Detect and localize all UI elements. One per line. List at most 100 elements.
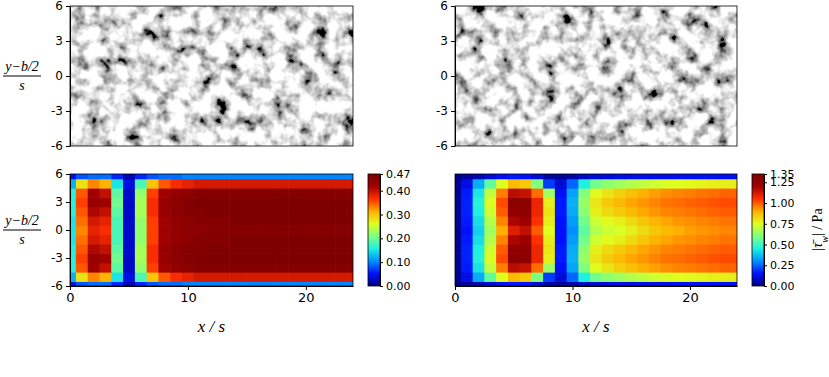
heatmap-cell [708, 197, 720, 207]
heatmap-cell [241, 174, 253, 179]
heatmap-cell [265, 188, 277, 198]
colorbar [368, 174, 380, 286]
heatmap-cell [578, 235, 590, 245]
colorbar-axis: 0.000.250.500.751.001.251.35 [764, 168, 795, 293]
heatmap-cell [555, 179, 567, 189]
heatmap-cell [672, 244, 684, 254]
colorbar-axis-tick-mark [380, 262, 383, 263]
heatmap-cell [335, 235, 347, 245]
heatmap-cell [508, 253, 520, 263]
heatmap-cell [111, 272, 123, 282]
heatmap-cell [99, 207, 111, 217]
heatmap-cell [719, 216, 731, 226]
heatmap-cell [684, 235, 696, 245]
heatmap-cell [496, 207, 508, 217]
heatmap-cell [696, 174, 708, 179]
heatmap-cell [531, 235, 543, 245]
heatmap-cell [158, 281, 170, 286]
heatmap-cell [637, 179, 649, 189]
heatmap-cell [182, 216, 194, 226]
heatmap-cell [531, 244, 543, 254]
heatmap-cell [265, 281, 277, 286]
plot-frame [455, 6, 737, 146]
heatmap-cell [590, 197, 602, 207]
heatmap-cell [147, 263, 159, 273]
heatmap-cell [508, 281, 520, 286]
heatmap-cell [123, 244, 135, 254]
heatmap-cell [590, 263, 602, 273]
heatmap-cell [335, 244, 347, 254]
heatmap-cell [312, 207, 324, 217]
heatmap-cell [708, 216, 720, 226]
heatmap-cell [300, 216, 312, 226]
heatmap-cell [602, 174, 614, 179]
heatmap-cell [461, 281, 473, 286]
heatmap-cell [182, 188, 194, 198]
heatmap-cell [684, 281, 696, 286]
heatmap-cell [555, 253, 567, 263]
heatmap-cell [135, 235, 147, 245]
heatmap-cell [543, 244, 555, 254]
heatmap-cell [324, 235, 336, 245]
heatmap-cell [182, 253, 194, 263]
heatmap-cell [484, 207, 496, 217]
heatmap-cell [708, 179, 720, 189]
heatmap-cell [455, 188, 461, 198]
heatmap-cell [158, 235, 170, 245]
heatmap-cell [347, 197, 353, 207]
heatmap-cell [461, 197, 473, 207]
heatmap-cell [555, 225, 567, 235]
y-axis-tick: 3 [55, 195, 70, 209]
heatmap-cell [602, 244, 614, 254]
heatmap-cell [88, 179, 100, 189]
heatmap-cell [684, 207, 696, 217]
heatmap-cell [661, 263, 673, 273]
heatmap-cell [731, 235, 737, 245]
heatmap-cell [614, 244, 626, 254]
heatmap-cell [484, 179, 496, 189]
heatmap-cell [531, 225, 543, 235]
heatmap-cell [324, 253, 336, 263]
heatmap-cell [496, 235, 508, 245]
heatmap-cell [135, 174, 147, 179]
plot-area [70, 6, 353, 146]
colorbar-axis-tick-label: 0.50 [770, 239, 795, 252]
heatmap-cell [170, 174, 182, 179]
heatmap-cell [206, 263, 218, 273]
heatmap-cell [253, 235, 265, 245]
heatmap-cell [206, 272, 218, 282]
heatmap-cell [347, 225, 353, 235]
heatmap-cell [555, 197, 567, 207]
heatmap-cell [182, 207, 194, 217]
heatmap-cell [649, 244, 661, 254]
heatmap-cell [719, 197, 731, 207]
heatmap-cell [300, 272, 312, 282]
heatmap-cell [147, 207, 159, 217]
heatmap-cell [672, 235, 684, 245]
heatmap-cell [76, 197, 88, 207]
heatmap-cell [147, 253, 159, 263]
heatmap-cell [637, 244, 649, 254]
heatmap-cell [182, 197, 194, 207]
y-axis-tick-mark [451, 41, 455, 42]
heatmap-cell [229, 263, 241, 273]
heatmap-cell [719, 253, 731, 263]
heatmap-cell [300, 197, 312, 207]
heatmap-cell [649, 253, 661, 263]
heatmap-cell [88, 197, 100, 207]
colorbar-axis-tick-label: 0.10 [386, 256, 411, 269]
y-axis-tick-label: 6 [55, 0, 63, 13]
heatmap-cell [578, 197, 590, 207]
heatmap-cell [170, 281, 182, 286]
heatmap-cell [206, 281, 218, 286]
heatmap-cell [684, 253, 696, 263]
heatmap-cell [288, 244, 300, 254]
colorbar-axis-tick: 0.75 [764, 218, 795, 231]
heatmap-cell [288, 179, 300, 189]
heatmap-cell [76, 263, 88, 273]
heatmap-cell [696, 263, 708, 273]
heatmap-cell [194, 197, 206, 207]
heatmap-cell [496, 244, 508, 254]
heatmap-cell [182, 225, 194, 235]
heatmap-cell [543, 179, 555, 189]
